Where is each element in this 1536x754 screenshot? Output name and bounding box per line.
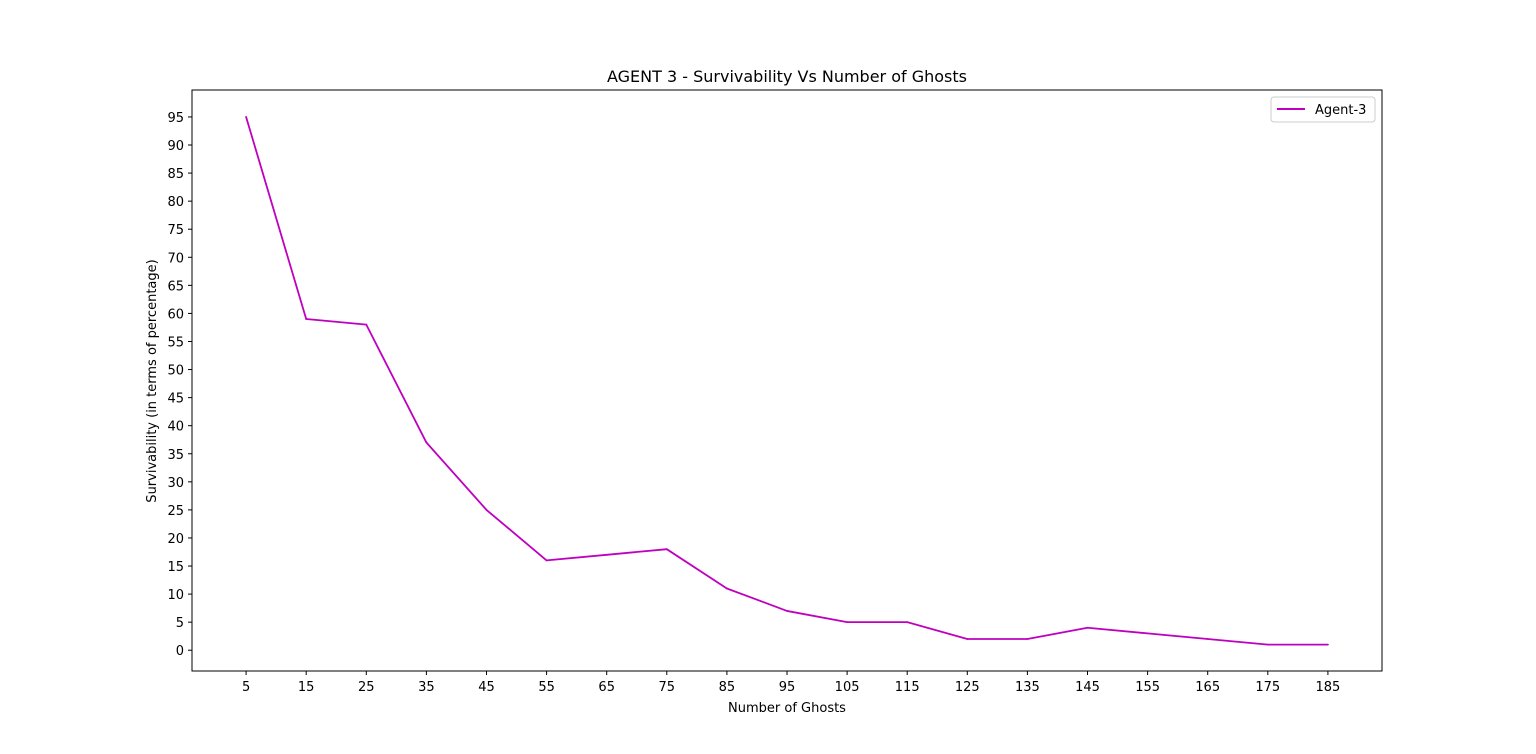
y-tick-label: 90	[167, 139, 184, 154]
data-point	[1146, 632, 1149, 635]
x-tick-label: 165	[1195, 680, 1220, 695]
y-tick-label: 85	[167, 167, 184, 182]
x-tick-label: 115	[895, 680, 920, 695]
data-point	[365, 323, 368, 326]
data-point	[725, 587, 728, 590]
data-point	[1086, 626, 1089, 629]
y-tick-label: 0	[176, 644, 184, 659]
data-point	[305, 318, 308, 320]
chart-title: AGENT 3 - Survivability Vs Number of Gho…	[607, 67, 967, 86]
plot-area: 5 15 25 35 45 55 65 75 85 95 105 115 125 135 145 155 165…	[167, 111, 1340, 695]
data-point	[1026, 638, 1029, 640]
x-tick-label: 135	[1015, 680, 1040, 695]
x-tick-label: 125	[955, 680, 980, 695]
x-tick-label: 55	[538, 680, 555, 695]
y-axis-label: Survivability (in terms of percentage)	[145, 259, 160, 502]
data-point	[966, 638, 969, 640]
x-tick-label: 25	[358, 680, 375, 695]
y-tick-label: 30	[167, 476, 184, 491]
plot-frame	[191, 89, 1383, 672]
data-point	[605, 553, 608, 556]
legend: Agent-3	[1270, 96, 1376, 123]
data-point	[906, 621, 909, 624]
data-point	[786, 610, 788, 612]
data-point	[665, 548, 668, 551]
x-tick-label: 145	[1075, 680, 1100, 695]
data-point	[245, 116, 247, 118]
x-tick-label: 5	[242, 680, 250, 695]
x-tick-label: 155	[1135, 680, 1160, 695]
x-tick-label: 105	[835, 680, 860, 695]
x-tick-label: 85	[719, 680, 736, 695]
y-tick-label: 25	[167, 504, 184, 519]
x-tick-label: 175	[1255, 680, 1280, 695]
x-axis-label: Number of Ghosts	[728, 701, 846, 716]
y-tick-label: 15	[167, 560, 184, 575]
data-point	[1266, 643, 1269, 646]
y-tick-label: 55	[167, 335, 184, 350]
x-tick-label: 65	[598, 680, 615, 695]
data-point	[545, 559, 548, 562]
y-tick-label: 60	[167, 307, 184, 322]
y-tick-label: 45	[167, 392, 184, 407]
y-tick-label: 10	[167, 588, 184, 603]
y-tick-label: 80	[167, 195, 184, 210]
y-tick-label: 75	[167, 223, 184, 238]
x-tick-label: 75	[659, 680, 676, 695]
y-tick-label: 65	[167, 279, 184, 294]
y-tick-label: 20	[167, 532, 184, 547]
y-tick-label: 40	[167, 420, 184, 435]
legend-box	[1270, 96, 1376, 123]
data-point	[425, 441, 428, 444]
x-tick-label: 45	[478, 680, 495, 695]
y-tick-label: 95	[167, 111, 184, 126]
x-tick-label: 35	[418, 680, 435, 695]
data-point	[846, 621, 849, 624]
x-tick-label: 15	[298, 680, 315, 695]
y-tick-label: 35	[167, 448, 184, 463]
legend-label-agent-3: Agent-3	[1315, 103, 1366, 118]
y-tick-label: 50	[167, 364, 184, 379]
data-point	[1327, 643, 1329, 646]
y-tick-label: 70	[167, 251, 184, 266]
y-tick-label: 5	[176, 616, 184, 631]
x-tick-label: 185	[1315, 680, 1340, 695]
x-tick-label: 95	[779, 680, 796, 695]
data-point	[1206, 638, 1209, 640]
data-point	[485, 508, 488, 511]
